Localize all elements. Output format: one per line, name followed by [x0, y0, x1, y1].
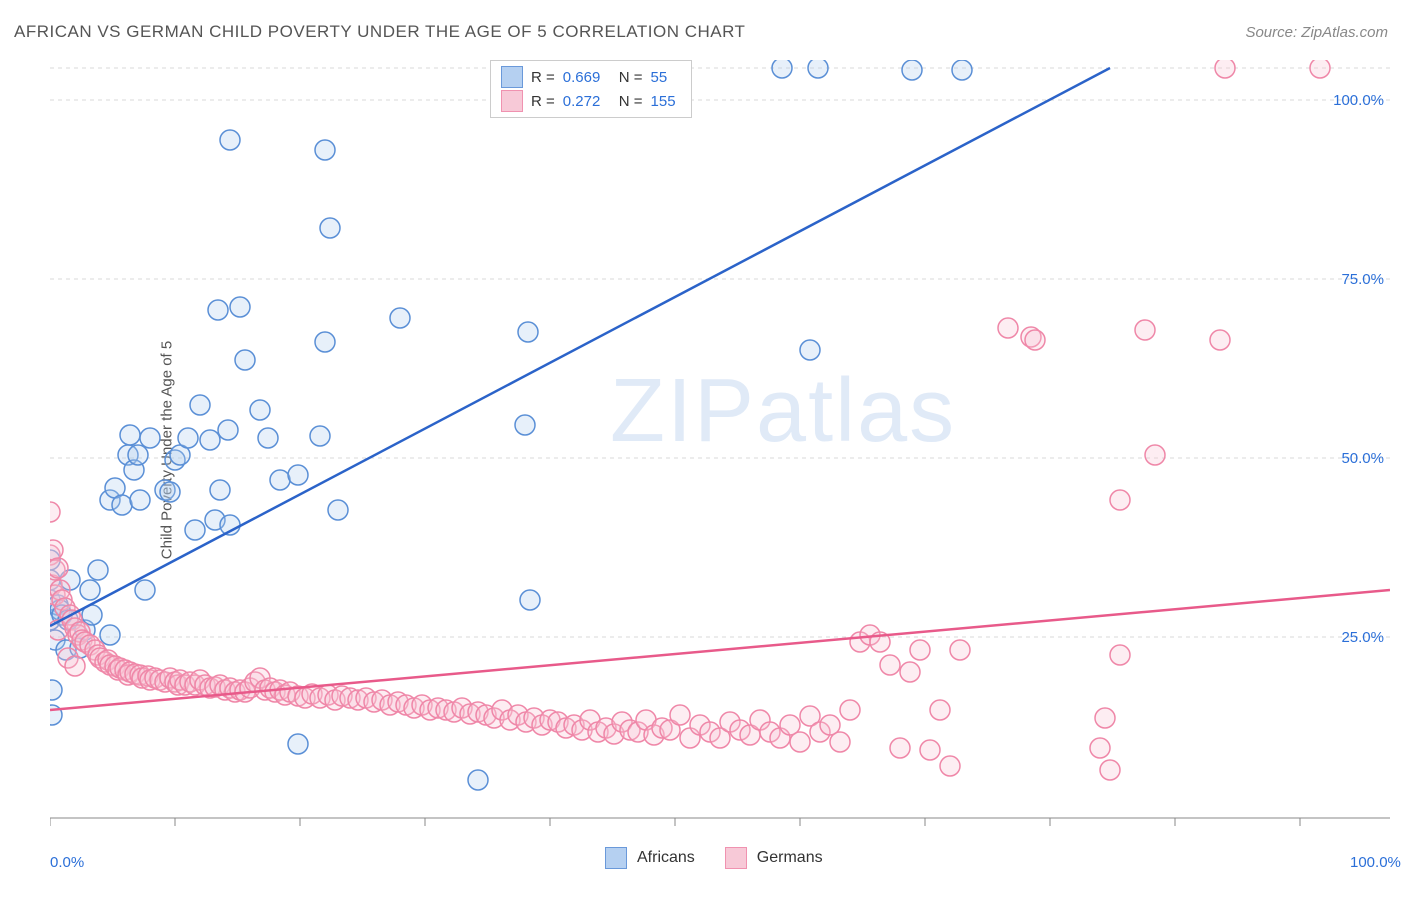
legend-series-name: Germans — [757, 849, 823, 867]
legend-swatch — [725, 847, 747, 869]
legend-n-label: N = — [619, 93, 643, 110]
scatter-chart: 100.0% 75.0% 50.0% 25.0% — [50, 60, 1390, 900]
legend-series-item: Germans — [725, 847, 823, 869]
legend-stat-row: R = 0.669 N = 55 — [501, 65, 681, 89]
correlation-legend: R = 0.669 N = 55 R = 0.272 N = 155 — [490, 60, 692, 118]
svg-text:75.0%: 75.0% — [1341, 271, 1384, 288]
legend-n-value: 55 — [651, 69, 681, 86]
legend-r-label: R = — [531, 69, 555, 86]
x-axis-tick-label: 100.0% — [1350, 854, 1401, 871]
source-attribution: Source: ZipAtlas.com — [1245, 24, 1388, 41]
legend-n-value: 155 — [651, 93, 681, 110]
svg-text:25.0%: 25.0% — [1341, 629, 1384, 646]
legend-n-label: N = — [619, 69, 643, 86]
series-legend: Africans Germans — [605, 847, 823, 869]
chart-title: AFRICAN VS GERMAN CHILD POVERTY UNDER TH… — [14, 22, 745, 42]
legend-stat-row: R = 0.272 N = 155 — [501, 89, 681, 113]
legend-series-name: Africans — [637, 849, 695, 867]
legend-r-value: 0.272 — [563, 93, 611, 110]
svg-text:100.0%: 100.0% — [1333, 92, 1384, 109]
legend-series-item: Africans — [605, 847, 695, 869]
legend-swatch — [605, 847, 627, 869]
legend-swatch — [501, 90, 523, 112]
chart-area: Child Poverty Under the Age of 5 100.0%7… — [50, 60, 1390, 840]
x-axis-tick-label: 0.0% — [50, 854, 84, 871]
svg-text:50.0%: 50.0% — [1341, 450, 1384, 467]
legend-swatch — [501, 66, 523, 88]
legend-r-label: R = — [531, 93, 555, 110]
legend-r-value: 0.669 — [563, 69, 611, 86]
